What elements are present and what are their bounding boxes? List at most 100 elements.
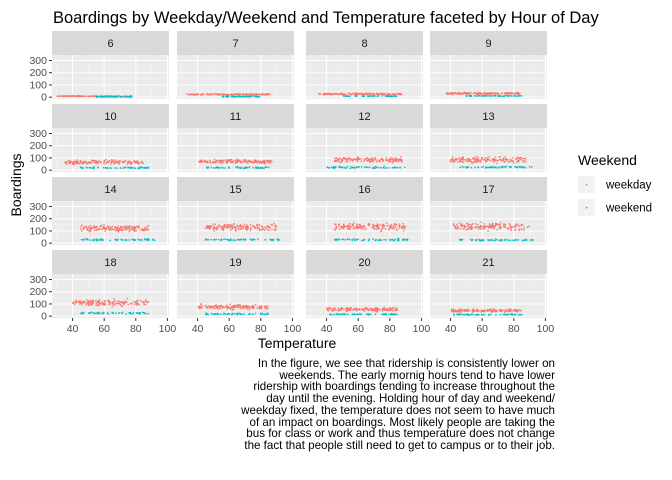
point-weekday	[453, 224, 455, 227]
y-tick-label: 300	[29, 128, 47, 140]
point-weekday	[98, 160, 100, 162]
point-weekend	[147, 239, 149, 241]
point-weekday	[267, 229, 269, 231]
point-weekday	[217, 307, 219, 310]
point-weekday	[84, 226, 87, 228]
point-weekday	[389, 224, 391, 227]
point-weekday	[345, 308, 348, 310]
point-weekday	[334, 93, 336, 95]
point-weekday	[334, 223, 336, 225]
point-weekday	[86, 299, 88, 301]
point-weekday	[356, 227, 358, 230]
point-weekday	[356, 93, 358, 95]
point-weekend	[374, 239, 376, 241]
point-weekday	[138, 227, 140, 229]
point-weekend	[494, 239, 496, 242]
point-weekend	[489, 313, 492, 316]
point-weekday	[231, 225, 233, 228]
point-weekday	[390, 226, 392, 228]
point-weekday	[138, 304, 140, 306]
point-weekend	[86, 238, 88, 241]
point-weekday	[92, 299, 94, 302]
point-weekend	[205, 238, 208, 241]
point-weekday	[219, 159, 221, 162]
point-weekday	[343, 93, 345, 96]
point-weekday	[261, 228, 263, 231]
point-weekday	[349, 228, 351, 230]
point-weekday	[336, 157, 338, 160]
point-weekday	[228, 94, 231, 96]
point-weekday	[122, 302, 124, 305]
point-weekday	[231, 161, 233, 163]
point-weekday	[259, 307, 261, 310]
point-weekday	[356, 159, 359, 162]
point-weekday	[252, 305, 255, 307]
point-weekend	[507, 95, 509, 97]
point-weekday	[499, 93, 501, 96]
point-weekend	[367, 95, 369, 97]
point-weekend	[233, 239, 235, 241]
point-weekday	[127, 162, 130, 164]
point-weekday	[137, 163, 139, 165]
point-weekday	[358, 223, 360, 226]
point-weekday	[362, 309, 364, 311]
point-weekend	[116, 96, 118, 98]
point-weekend	[399, 166, 401, 169]
point-weekend	[238, 312, 240, 314]
point-weekend	[474, 166, 476, 169]
point-weekday	[467, 92, 469, 94]
point-weekday	[504, 310, 507, 313]
point-weekday	[479, 224, 482, 227]
point-weekday	[473, 158, 476, 161]
point-weekday	[231, 94, 233, 97]
point-weekday	[378, 228, 380, 230]
point-weekday	[221, 225, 224, 228]
point-weekday	[381, 224, 384, 226]
point-weekday	[108, 160, 111, 162]
point-weekday	[124, 225, 127, 227]
point-weekday	[399, 93, 402, 96]
point-weekday	[389, 307, 391, 309]
point-weekday	[460, 224, 463, 227]
point-weekend	[457, 313, 459, 316]
point-weekend	[397, 239, 399, 242]
point-weekend	[459, 238, 461, 241]
point-weekday	[520, 310, 523, 312]
point-weekday	[365, 307, 367, 309]
point-weekday	[96, 225, 98, 228]
point-weekday	[458, 93, 460, 95]
caption-text: In the figure, we see that ridership is …	[241, 357, 555, 452]
point-weekend	[338, 238, 340, 240]
point-weekend	[515, 239, 518, 241]
point-weekday	[79, 162, 82, 164]
point-weekday	[399, 158, 401, 161]
point-weekday	[100, 224, 103, 227]
point-weekday	[131, 302, 133, 305]
point-weekday	[371, 308, 374, 310]
point-weekday	[216, 93, 219, 96]
point-weekday	[487, 230, 489, 232]
point-weekday	[89, 162, 92, 164]
point-weekday	[449, 160, 452, 162]
point-weekday	[237, 304, 239, 306]
point-weekday	[111, 225, 113, 228]
point-weekday	[91, 159, 93, 161]
point-weekend	[362, 239, 364, 241]
point-weekend	[117, 96, 119, 98]
point-weekday	[493, 160, 496, 162]
point-weekday	[221, 160, 224, 162]
point-weekday	[518, 157, 520, 159]
point-weekday	[226, 224, 228, 226]
point-weekend	[491, 166, 493, 169]
point-weekday	[242, 227, 245, 229]
point-weekday	[376, 226, 379, 229]
point-weekday	[494, 92, 497, 95]
point-weekday	[118, 300, 121, 303]
point-weekend	[371, 95, 373, 97]
point-weekday	[347, 307, 349, 310]
point-weekday	[209, 160, 211, 162]
x-axis-label: Temperature	[258, 335, 337, 351]
point-weekend	[231, 312, 234, 315]
point-weekday	[470, 228, 472, 231]
point-weekday	[505, 92, 507, 94]
